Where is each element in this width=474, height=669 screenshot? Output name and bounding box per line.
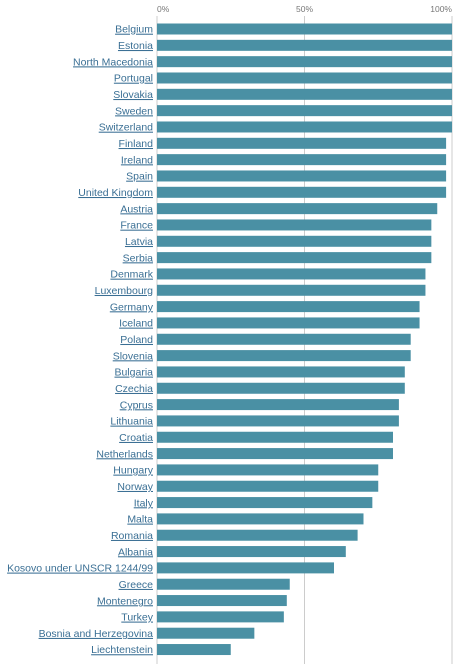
- bar-serbia[interactable]: [157, 252, 432, 264]
- bar-turkey[interactable]: [157, 611, 284, 623]
- category-label-slovakia[interactable]: Slovakia: [113, 89, 153, 101]
- category-label-france[interactable]: France: [120, 220, 153, 232]
- bar-norway[interactable]: [157, 480, 379, 492]
- bar-united-kingdom[interactable]: [157, 186, 447, 198]
- bar-germany[interactable]: [157, 301, 420, 313]
- x-tick-label: 100%: [430, 4, 452, 14]
- bar-slovenia[interactable]: [157, 350, 411, 362]
- category-label-belgium[interactable]: Belgium: [115, 24, 153, 36]
- bar-cyprus[interactable]: [157, 399, 399, 411]
- bar-finland[interactable]: [157, 137, 447, 149]
- bar-slovakia[interactable]: [157, 88, 452, 100]
- bar-spain[interactable]: [157, 170, 447, 182]
- category-label-croatia[interactable]: Croatia: [119, 432, 153, 444]
- bar-czechia[interactable]: [157, 382, 405, 394]
- bar-sweden[interactable]: [157, 105, 452, 117]
- category-label-hungary[interactable]: Hungary: [113, 465, 153, 477]
- bar-ireland[interactable]: [157, 154, 447, 166]
- x-tick-label: 50%: [296, 4, 313, 14]
- category-label-poland[interactable]: Poland: [120, 334, 153, 346]
- category-label-kosovo-under-unscr-1244-99[interactable]: Kosovo under UNSCR 1244/99: [7, 563, 153, 575]
- category-label-romania[interactable]: Romania: [111, 530, 153, 542]
- category-label-italy[interactable]: Italy: [134, 497, 154, 509]
- bar-denmark[interactable]: [157, 268, 426, 280]
- category-label-sweden[interactable]: Sweden: [115, 105, 153, 117]
- category-label-germany[interactable]: Germany: [110, 301, 154, 313]
- bar-layer: [157, 23, 452, 656]
- category-label-slovenia[interactable]: Slovenia: [113, 350, 153, 362]
- category-label-latvia[interactable]: Latvia: [125, 236, 153, 248]
- category-label-finland[interactable]: Finland: [119, 138, 154, 150]
- category-label-denmark[interactable]: Denmark: [110, 269, 153, 281]
- bar-iceland[interactable]: [157, 317, 420, 329]
- bar-poland[interactable]: [157, 333, 411, 345]
- bar-luxembourg[interactable]: [157, 284, 426, 296]
- category-label-estonia[interactable]: Estonia: [118, 40, 153, 52]
- bar-albania[interactable]: [157, 546, 346, 558]
- category-label-north-macedonia[interactable]: North Macedonia: [73, 56, 153, 68]
- tick-layer: 0% 50% 100%: [157, 4, 452, 14]
- bar-netherlands[interactable]: [157, 448, 393, 460]
- category-label-turkey[interactable]: Turkey: [121, 612, 153, 624]
- bar-bosnia-and-herzegovina[interactable]: [157, 627, 255, 639]
- bar-switzerland[interactable]: [157, 121, 452, 133]
- bar-portugal[interactable]: [157, 72, 452, 84]
- bar-croatia[interactable]: [157, 431, 393, 443]
- bar-lithuania[interactable]: [157, 415, 399, 427]
- bar-italy[interactable]: [157, 497, 373, 509]
- category-label-lithuania[interactable]: Lithuania: [110, 416, 153, 428]
- category-label-ireland[interactable]: Ireland: [121, 154, 153, 166]
- bar-hungary[interactable]: [157, 464, 379, 476]
- bar-malta[interactable]: [157, 513, 364, 525]
- category-label-serbia[interactable]: Serbia: [123, 252, 154, 264]
- category-label-malta[interactable]: Malta: [127, 514, 153, 526]
- category-label-austria[interactable]: Austria: [120, 203, 153, 215]
- bar-north-macedonia[interactable]: [157, 56, 452, 68]
- bar-belgium[interactable]: [157, 23, 452, 35]
- category-label-luxembourg[interactable]: Luxembourg: [95, 285, 154, 297]
- category-label-iceland[interactable]: Iceland: [119, 318, 153, 330]
- bar-latvia[interactable]: [157, 235, 432, 247]
- category-label-greece[interactable]: Greece: [119, 579, 154, 591]
- category-label-albania[interactable]: Albania: [118, 546, 153, 558]
- bar-bulgaria[interactable]: [157, 366, 405, 378]
- category-label-switzerland[interactable]: Switzerland: [99, 122, 153, 134]
- bar-estonia[interactable]: [157, 39, 452, 51]
- category-label-liechtenstein[interactable]: Liechtenstein: [91, 644, 153, 656]
- bar-austria[interactable]: [157, 203, 438, 215]
- category-label-norway[interactable]: Norway: [117, 481, 153, 493]
- category-label-czechia[interactable]: Czechia: [115, 383, 153, 395]
- bar-kosovo-under-unscr-1244-99[interactable]: [157, 562, 334, 574]
- category-label-montenegro[interactable]: Montenegro: [97, 595, 153, 607]
- x-tick-label: 0%: [157, 4, 170, 14]
- category-label-cyprus[interactable]: Cyprus: [120, 399, 153, 411]
- bar-romania[interactable]: [157, 529, 358, 541]
- category-label-spain[interactable]: Spain: [126, 171, 153, 183]
- label-layer: Belgium Estonia North Macedonia Portugal Slo…: [7, 24, 154, 657]
- bar-greece[interactable]: [157, 578, 290, 590]
- category-label-bosnia-and-herzegovina[interactable]: Bosnia and Herzegovina: [39, 628, 154, 640]
- bar-liechtenstein[interactable]: [157, 644, 231, 656]
- bar-france[interactable]: [157, 219, 432, 231]
- category-label-bulgaria[interactable]: Bulgaria: [114, 367, 153, 379]
- bar-montenegro[interactable]: [157, 595, 287, 607]
- category-label-united-kingdom[interactable]: United Kingdom: [78, 187, 153, 199]
- category-label-netherlands[interactable]: Netherlands: [96, 448, 153, 460]
- category-label-portugal[interactable]: Portugal: [114, 73, 153, 85]
